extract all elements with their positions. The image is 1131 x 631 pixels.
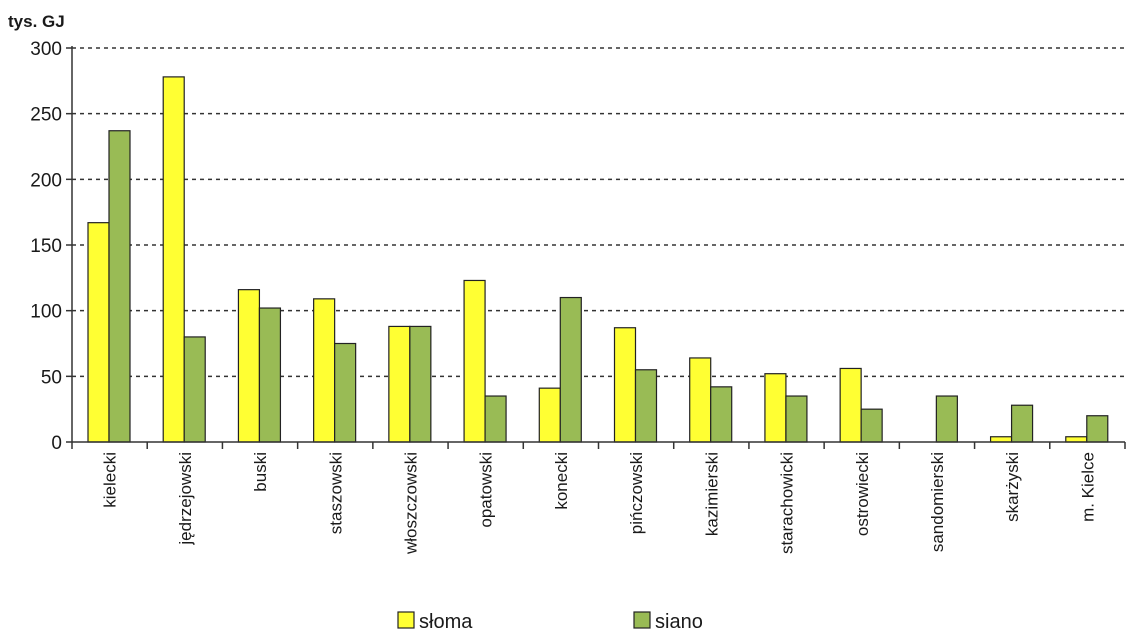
y-tick-labels: 0 50 100 150 200 250 300: [30, 39, 62, 454]
bar-siano: [258, 307, 282, 443]
bar-sloma: [463, 279, 486, 443]
bar-sloma: [839, 367, 862, 443]
bar-sloma: [388, 325, 411, 443]
bar-sloma: [87, 222, 110, 443]
bar-siano: [935, 395, 958, 443]
bar-sloma: [689, 357, 712, 443]
x-tick-label: pińczowski: [627, 452, 646, 534]
x-tick-label: jędrzejowski: [176, 452, 195, 546]
axes: [66, 46, 1126, 449]
bar-sloma: [1065, 436, 1088, 443]
bar-sloma: [538, 387, 561, 443]
bar-sloma: [613, 327, 637, 443]
bar-siano: [634, 369, 658, 443]
bars: [87, 76, 1109, 443]
y-tick-label: 250: [30, 105, 62, 126]
bar-siano: [409, 325, 432, 443]
x-tick-label: konecki: [552, 452, 571, 510]
x-tick-label: sandomierski: [928, 452, 947, 552]
bar-siano: [1010, 404, 1034, 443]
bar-siano: [1086, 415, 1109, 443]
bar-sloma: [313, 298, 336, 443]
y-tick-label: 300: [30, 39, 62, 60]
x-tick-label: staszowski: [326, 452, 345, 534]
legend-label-siano: siano: [655, 611, 703, 631]
x-tick-label: kazimierski: [702, 452, 721, 536]
y-tick-label: 200: [30, 170, 62, 191]
x-tick-label: kielecki: [101, 452, 120, 508]
bar-siano: [484, 395, 507, 443]
bar-siano: [710, 386, 733, 443]
bar-siano: [559, 296, 582, 443]
legend: słoma siano: [397, 611, 703, 631]
x-tick-labels: kielecki jędrzejowski buski staszowski włosz…: [101, 452, 1098, 555]
bar-siano: [183, 336, 206, 443]
legend-swatch-siano: [633, 611, 651, 629]
bar-sloma: [764, 373, 787, 443]
bar-siano: [108, 130, 131, 443]
bar-siano: [860, 408, 883, 443]
y-tick-label: 0: [51, 433, 62, 454]
legend-swatch-sloma: [397, 611, 415, 629]
bar-sloma: [237, 289, 261, 443]
x-tick-label: buski: [251, 452, 270, 492]
bar-sloma: [989, 436, 1013, 443]
y-tick-label: 150: [30, 236, 62, 257]
grid-lines: [72, 47, 1125, 378]
x-tick-label: m. Kielce: [1078, 452, 1097, 522]
x-tick-label: opatowski: [477, 452, 496, 528]
bar-siano: [334, 342, 357, 443]
bar-siano: [785, 395, 808, 443]
legend-label-sloma: słoma: [419, 611, 473, 631]
x-tick-label: skarżyski: [1003, 452, 1022, 522]
x-tick-label: włoszczowski: [401, 452, 420, 555]
bar-sloma: [162, 76, 185, 443]
x-tick-label: ostrowiecki: [853, 452, 872, 536]
y-axis-unit-label: tys. GJ: [8, 12, 65, 31]
y-tick-label: 100: [30, 302, 62, 323]
y-tick-label: 50: [41, 367, 62, 388]
x-tick-label: starachowicki: [778, 452, 797, 554]
